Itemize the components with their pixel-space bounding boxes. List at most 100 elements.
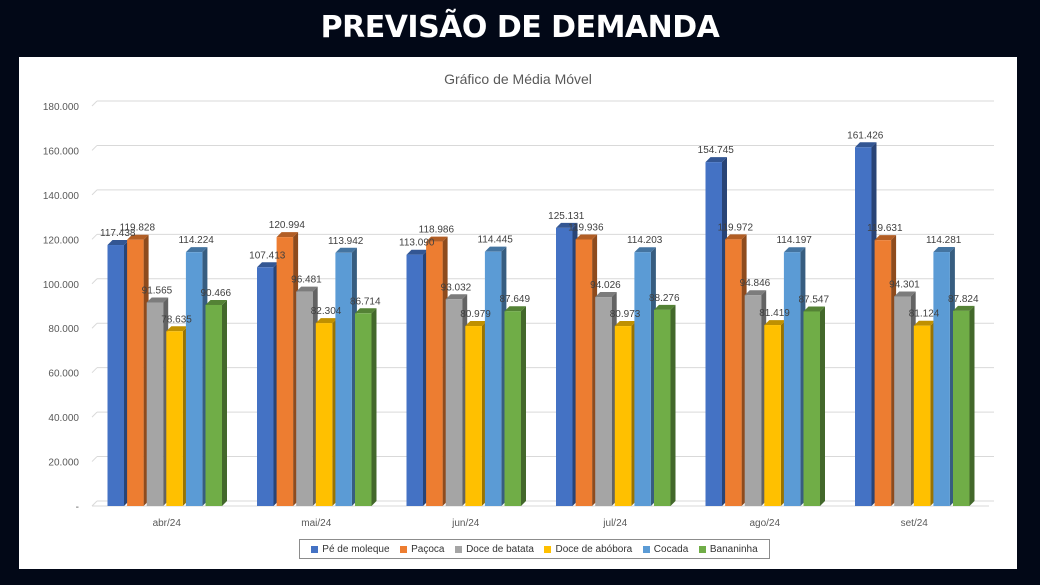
bar-top [127,234,149,240]
bar-front [595,297,612,506]
bar-front [764,325,781,506]
bar-front [953,310,970,506]
bar-front [185,252,203,506]
bar [296,286,318,506]
bar-side [371,308,377,506]
bar-side [969,305,975,506]
data-label: 86.714 [350,296,381,307]
x-tick-label: mai/24 [301,518,331,529]
bar-top [783,247,806,253]
data-label: 125.131 [548,211,585,222]
legend-swatch [311,545,319,553]
bar-front [504,311,521,506]
bar [406,249,428,506]
legend-item: Doce de batata [455,544,534,555]
y-tick-label: 80.000 [48,324,79,335]
bar [355,308,377,506]
bar-top [107,240,129,246]
page-title: PREVISÃO DE DEMANDA [320,10,720,45]
data-label: 88.276 [649,293,680,304]
bar [315,318,338,506]
bar-front [335,252,352,506]
data-label: 96.481 [291,275,322,286]
y-tick-label: 20.000 [48,458,79,469]
bar-front [705,162,722,506]
legend-swatch [400,545,408,553]
bar [654,304,676,506]
bar-top [426,236,448,242]
bar-top [556,222,578,228]
bar [705,157,727,506]
data-label: 94.846 [740,278,771,289]
bar [744,290,767,506]
gridline-depth [91,189,98,196]
bar [335,247,357,506]
bar-front [276,237,294,506]
legend-label: Paçoca [411,543,445,555]
bar-top [575,234,598,240]
bar-top [315,318,338,324]
bar [484,246,507,506]
bar-top [725,234,747,240]
bar-front [744,295,762,506]
bar-front [556,227,573,507]
bar-top [654,304,676,310]
y-tick-label: 140.000 [43,191,80,202]
bar [725,234,747,506]
y-tick-label: - [76,502,79,513]
bar-front [913,325,931,506]
legend-item: Doce de abóbora [544,544,632,555]
bar [953,305,975,506]
data-label: 90.466 [200,288,231,299]
legend-item: Paçoca [400,543,445,555]
bar-top [634,247,656,253]
legend-item: Pé de moleque [311,544,390,555]
bar-front [127,239,144,506]
bar-side [820,306,825,506]
bar [426,236,448,506]
bar-top [465,321,487,327]
gridline-depth [91,233,98,240]
bar [107,240,129,506]
legend-label: Doce de batata [466,543,534,555]
bar-top [855,142,877,148]
legend-label: Doce de abóbora [555,543,633,555]
y-tick-label: 180.000 [43,102,80,113]
bar [783,247,806,506]
data-label: 119.972 [718,222,754,233]
bar [803,306,825,506]
bar-top [276,232,299,238]
bar-front [484,251,502,506]
legend-swatch [642,545,650,553]
legend-label: Cocada [653,543,689,555]
legend-swatch [455,545,463,553]
bar-top [803,306,825,312]
bar-top [445,294,468,300]
bar [257,262,279,506]
data-label: 94.301 [889,279,920,290]
bar-side [670,304,676,506]
bar-front [465,326,482,506]
bar-front [315,323,333,506]
bar-top [705,157,727,163]
gridline-depth [91,500,98,507]
gridline-depth [91,456,98,462]
data-label: 114.445 [477,235,513,246]
data-label: 82.304 [311,306,342,317]
bar-top [764,320,786,326]
gridline-depth [91,367,98,374]
data-label: 154.745 [698,145,735,156]
bar-top [355,308,377,314]
bar-front [426,241,443,506]
bar [445,294,468,506]
bar-front [257,267,274,506]
bar [614,321,637,506]
bar-front [575,239,593,506]
data-label: 114.281 [926,235,962,246]
bar-front [146,302,164,506]
data-label: 81.124 [909,309,940,320]
bar-front [803,311,820,506]
data-label: 119.936 [568,222,604,233]
bar-top [744,290,767,296]
bar [874,235,897,507]
